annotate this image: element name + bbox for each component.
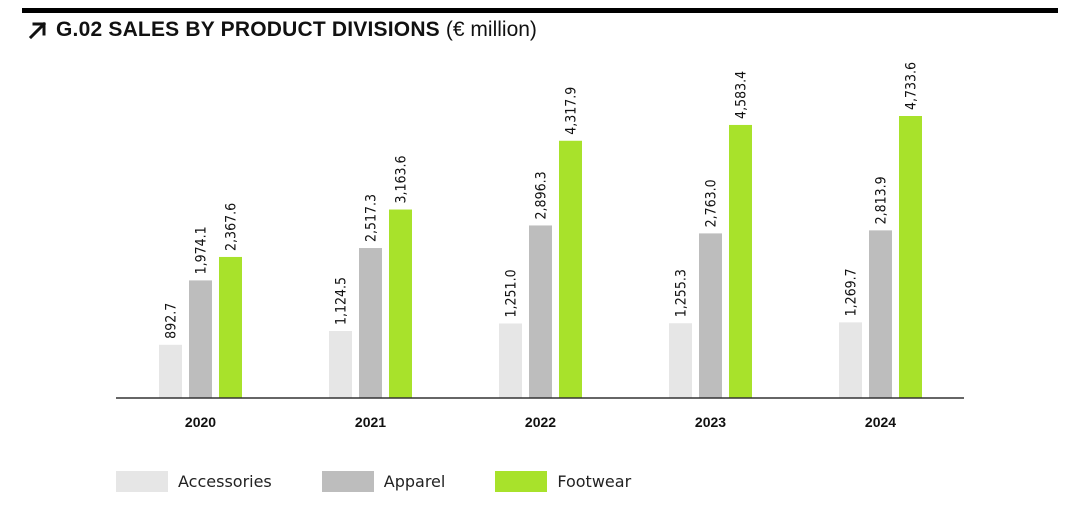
value-label-accessories-2021: 1,124.5: [334, 277, 350, 325]
arrow-up-right-icon: [28, 21, 47, 40]
chart-title: G.02 SALES BY PRODUCT DIVISIONS: [56, 18, 440, 41]
value-label-footwear-2024: 4,733.6: [904, 62, 920, 110]
bar-footwear-2023: [729, 124, 752, 398]
bar-apparel-2023: [699, 233, 722, 398]
bar-footwear-2020: [219, 256, 242, 398]
value-label-apparel-2020: 1,974.1: [194, 226, 210, 274]
legend-label-accessories: Accessories: [178, 471, 272, 491]
value-label-apparel-2024: 2,813.9: [874, 176, 890, 224]
legend-swatch-footwear: [495, 470, 548, 492]
bar-accessories-2022: [499, 323, 522, 398]
legend-swatch-apparel: [321, 470, 374, 492]
bar-footwear-2024: [899, 116, 922, 398]
legend-swatch-accessories: [116, 470, 168, 492]
bar-apparel-2021: [359, 248, 382, 398]
value-labels-layer: 892.7 1,974.1 2,367.6 1,124.5 2,517.3 3,163.6…: [164, 62, 920, 339]
legend-item-apparel: Apparel: [321, 470, 446, 492]
bar-footwear-2021: [389, 209, 412, 398]
category-label-2021: 2021: [355, 414, 386, 430]
legend-label-apparel: Apparel: [383, 471, 446, 491]
legend-label-footwear: Footwear: [557, 471, 632, 491]
legend-item-accessories: Accessories: [116, 470, 272, 492]
bar-accessories-2024: [839, 322, 862, 398]
title-rule: [22, 8, 1058, 13]
bar-apparel-2022: [529, 225, 552, 398]
category-label-2020: 2020: [185, 414, 216, 430]
value-label-footwear-2021: 3,163.6: [394, 155, 410, 203]
value-label-footwear-2020: 2,367.6: [224, 203, 240, 251]
value-label-apparel-2022: 2,896.3: [534, 171, 550, 219]
legend: Accessories Apparel Footwear: [116, 470, 681, 492]
value-label-apparel-2021: 2,517.3: [364, 194, 380, 242]
chart-unit: (€ million): [445, 18, 537, 41]
category-label-2024: 2024: [865, 414, 896, 430]
legend-item-footwear: Footwear: [495, 470, 632, 492]
value-label-footwear-2022: 4,317.9: [564, 87, 580, 135]
bar-apparel-2024: [869, 230, 892, 398]
value-label-accessories-2023: 1,255.3: [674, 269, 690, 317]
bar-accessories-2023: [669, 323, 692, 398]
category-label-2022: 2022: [525, 414, 556, 430]
category-label-2023: 2023: [695, 414, 726, 430]
value-label-accessories-2020: 892.7: [164, 303, 180, 339]
value-label-accessories-2024: 1,269.7: [844, 268, 860, 316]
value-label-accessories-2022: 1,251.0: [504, 269, 520, 317]
value-label-footwear-2023: 4,583.4: [734, 71, 750, 119]
bar-accessories-2021: [329, 331, 352, 398]
bar-footwear-2022: [559, 140, 582, 398]
chart-header: G.02 SALES BY PRODUCT DIVISIONS (€ milli…: [28, 16, 537, 44]
category-labels-layer: 2020 2021 2022 2023 2024: [185, 414, 896, 430]
value-label-apparel-2023: 2,763.0: [704, 179, 720, 227]
bars-layer: [159, 116, 922, 398]
bar-apparel-2020: [189, 280, 212, 398]
bar-accessories-2020: [159, 344, 182, 398]
